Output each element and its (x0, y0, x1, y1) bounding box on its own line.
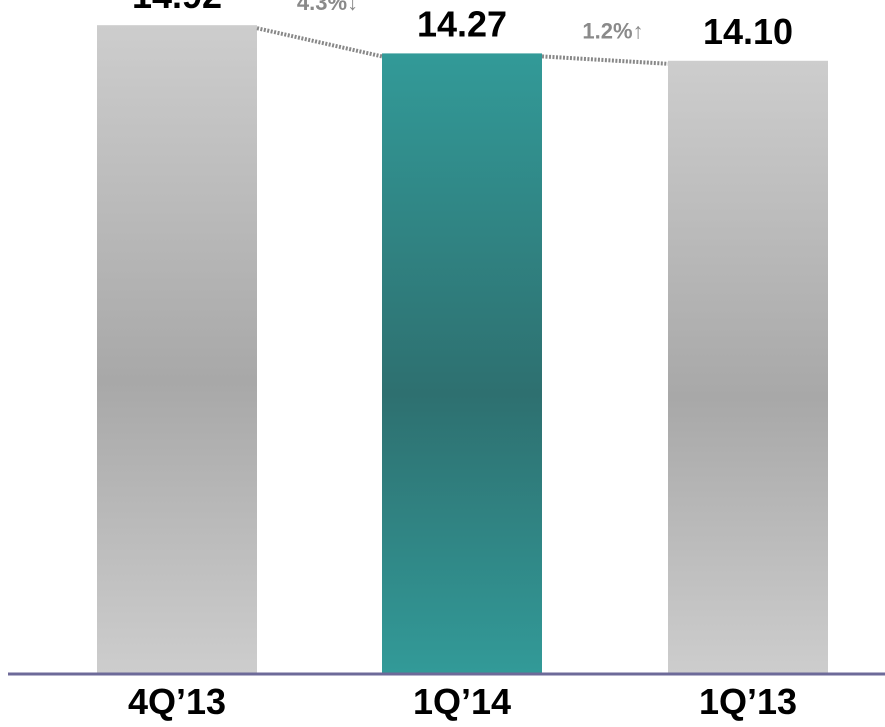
labels-layer: 14.92 4Q’13 14.27 1Q’14 14.10 1Q’13 4.3%↓ 1.2%↑ (128, 0, 797, 722)
value-label-0: 14.92 (132, 0, 222, 16)
x-tick-label-1: 1Q’14 (413, 681, 511, 722)
value-label-1: 14.27 (417, 3, 507, 44)
bars-layer (97, 25, 828, 673)
change-label-0: 4.3%↓ (297, 0, 358, 15)
bar-2 (668, 60, 828, 673)
change-connector-0 (256, 26, 383, 59)
change-connector-1 (541, 54, 669, 66)
value-label-2: 14.10 (703, 11, 793, 52)
bar-1 (382, 53, 542, 673)
bar-0 (97, 25, 257, 673)
connectors-layer (256, 26, 669, 66)
x-tick-label-0: 4Q’13 (128, 681, 226, 722)
change-label-1: 1.2%↑ (582, 18, 643, 43)
x-tick-label-2: 1Q’13 (699, 681, 797, 722)
